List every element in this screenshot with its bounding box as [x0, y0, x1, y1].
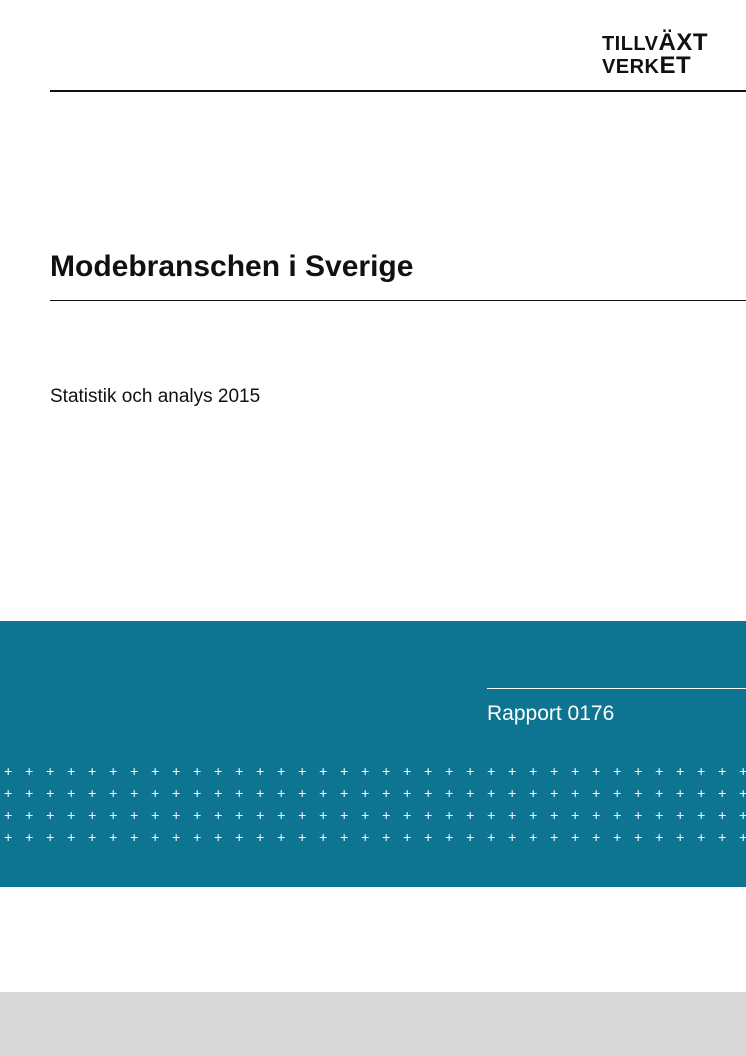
logo-line2-a: VERK	[602, 56, 660, 78]
logo-line2-b: ET	[660, 52, 692, 79]
top-horizontal-rule	[50, 90, 746, 92]
report-cover-page: TILLVÄXT VERKET Modebranschen i Sverige …	[0, 0, 746, 1056]
report-number-label: Rapport 0176	[487, 702, 614, 726]
logo-line-2: VERKET	[602, 55, 708, 78]
report-label-rule	[487, 688, 746, 689]
report-subtitle: Statistik och analys 2015	[50, 386, 260, 408]
logo-line-1: TILLVÄXT	[602, 32, 708, 55]
agency-logo: TILLVÄXT VERKET	[602, 32, 708, 78]
footer-bar	[0, 992, 746, 1056]
title-horizontal-rule	[50, 300, 746, 301]
report-title: Modebranschen i Sverige	[50, 250, 413, 284]
decorative-plus-grid: ++++++++++++++++++++++++++++++++++++++++…	[4, 762, 746, 850]
logo-line1-a: TILLV	[602, 33, 659, 55]
